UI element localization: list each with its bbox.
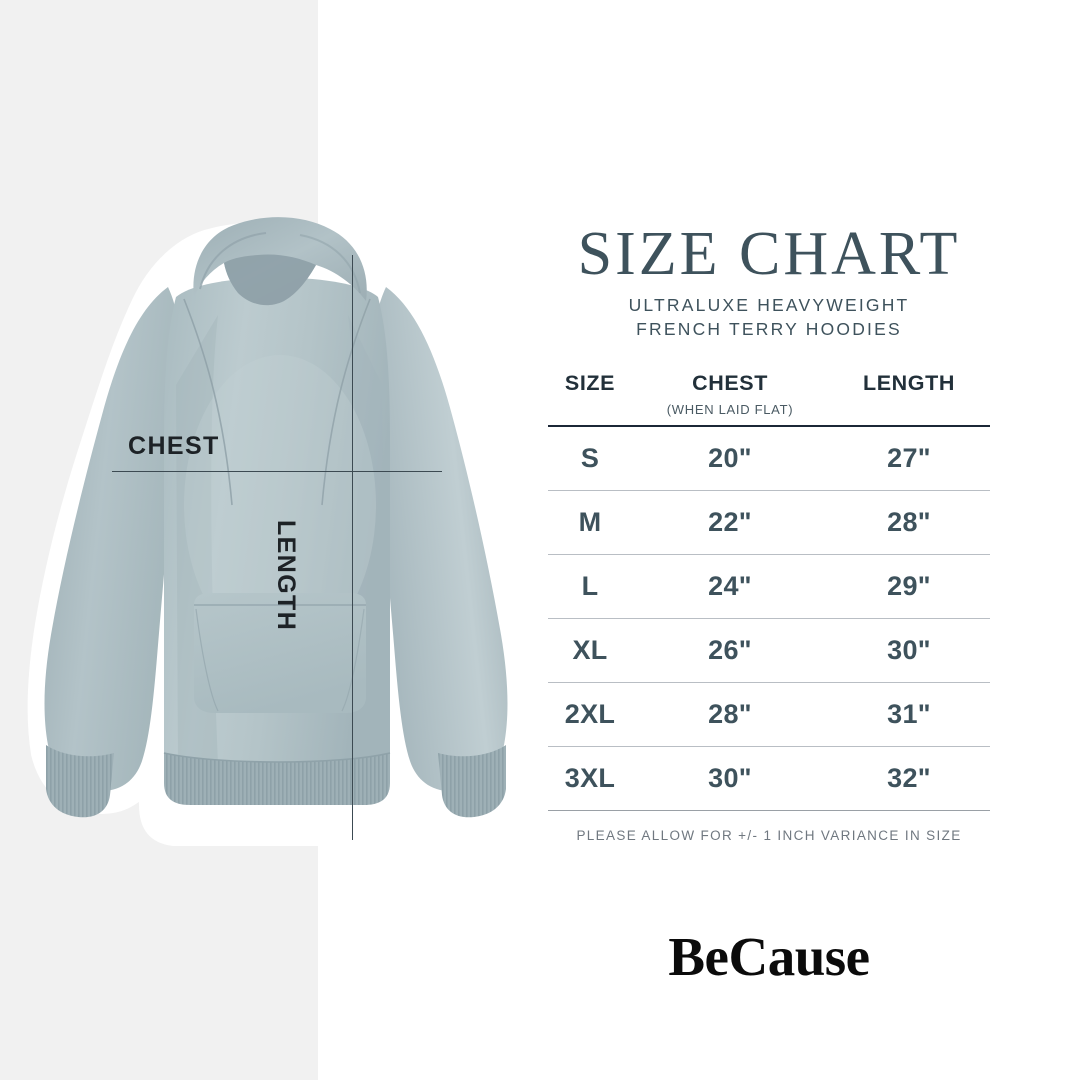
row-divider bbox=[548, 618, 990, 619]
variance-note: PLEASE ALLOW FOR +/- 1 INCH VARIANCE IN … bbox=[576, 828, 962, 843]
column-header-size: SIZE bbox=[564, 370, 616, 395]
chest-measurement-label: CHEST bbox=[128, 432, 220, 460]
hoodie-raglan-seam-left bbox=[183, 298, 233, 506]
cell-size: L bbox=[581, 571, 599, 601]
hoodie-right-cuff bbox=[438, 745, 506, 818]
cell-length: 28" bbox=[887, 507, 931, 537]
cell-chest: 28" bbox=[708, 699, 752, 729]
garment-illustration-panel: CHEST LENGTH bbox=[18, 205, 538, 895]
hoodie-graphic bbox=[27, 217, 524, 846]
subtitle-line-1: ULTRALUXE HEAVYWEIGHT bbox=[628, 295, 910, 316]
hoodie-image bbox=[18, 205, 538, 895]
cell-length: 27" bbox=[887, 443, 931, 473]
measurement-overlay: CHEST LENGTH bbox=[112, 255, 442, 840]
table-row: 3XL 30" 32" bbox=[548, 747, 990, 810]
hoodie-left-cuff bbox=[46, 745, 114, 818]
chest-note-row: (WHEN LAID FLAT) bbox=[548, 396, 990, 422]
hoodie-hood-edge-left bbox=[199, 232, 267, 290]
header-divider bbox=[548, 425, 990, 427]
cell-size: S bbox=[580, 443, 600, 473]
column-header-length: LENGTH bbox=[863, 370, 955, 395]
hoodie-pocket-stitch-left bbox=[195, 608, 219, 712]
table-header-row: SIZE CHEST LENGTH bbox=[548, 370, 990, 396]
size-chart-panel: SIZE CHART ULTRALUXE HEAVYWEIGHT FRENCH … bbox=[548, 0, 1080, 1080]
column-header-chest: CHEST bbox=[692, 370, 768, 395]
cell-size: M bbox=[578, 507, 602, 537]
hoodie-hood-opening bbox=[224, 254, 316, 306]
cell-length: 30" bbox=[887, 635, 931, 665]
row-divider bbox=[548, 682, 990, 683]
cell-chest: 20" bbox=[708, 443, 752, 473]
hoodie-pocket-stitch-right bbox=[341, 608, 365, 712]
hoodie-front-pocket bbox=[194, 593, 366, 713]
length-measurement-label: LENGTH bbox=[272, 520, 300, 632]
cell-chest: 30" bbox=[708, 763, 752, 793]
hoodie-raglan-seam-right bbox=[321, 298, 371, 506]
hoodie-body-highlight bbox=[184, 355, 376, 655]
subtitle-line-2: FRENCH TERRY HOODIES bbox=[636, 319, 902, 340]
hoodie-left-sleeve bbox=[44, 287, 182, 791]
cell-chest: 24" bbox=[708, 571, 752, 601]
table-row: XL 26" 30" bbox=[548, 619, 990, 682]
page-title: SIZE CHART bbox=[577, 220, 961, 288]
cell-length: 29" bbox=[887, 571, 931, 601]
row-divider bbox=[548, 490, 990, 491]
hoodie-hood-edge-right bbox=[299, 234, 361, 294]
cell-size: XL bbox=[572, 635, 608, 665]
table-row: L 24" 29" bbox=[548, 555, 990, 618]
cell-length: 31" bbox=[887, 699, 931, 729]
length-measurement-line bbox=[352, 255, 353, 840]
brand-logo: BeCause bbox=[668, 926, 870, 987]
cell-chest: 22" bbox=[708, 507, 752, 537]
size-table: SIZE CHEST LENGTH (WHEN LAID FLAT) S 20"… bbox=[548, 370, 990, 843]
title-block: SIZE CHART ULTRALUXE HEAVYWEIGHT FRENCH … bbox=[548, 220, 990, 340]
hoodie-hem-seam bbox=[163, 752, 391, 763]
chest-measurement-line bbox=[112, 471, 442, 472]
cell-length: 32" bbox=[887, 763, 931, 793]
row-divider bbox=[548, 554, 990, 555]
cell-size: 2XL bbox=[564, 699, 616, 729]
row-divider bbox=[548, 746, 990, 747]
table-bottom-divider bbox=[548, 810, 990, 811]
table-row: 2XL 28" 31" bbox=[548, 683, 990, 746]
cell-size: 3XL bbox=[564, 763, 616, 793]
hoodie-bottom-hem bbox=[164, 753, 390, 805]
table-row: M 22" 28" bbox=[548, 491, 990, 554]
cell-chest: 26" bbox=[708, 635, 752, 665]
chest-laid-flat-note: (WHEN LAID FLAT) bbox=[666, 401, 794, 417]
table-row: S 20" 27" bbox=[548, 427, 990, 490]
hoodie-right-sleeve bbox=[370, 287, 508, 791]
